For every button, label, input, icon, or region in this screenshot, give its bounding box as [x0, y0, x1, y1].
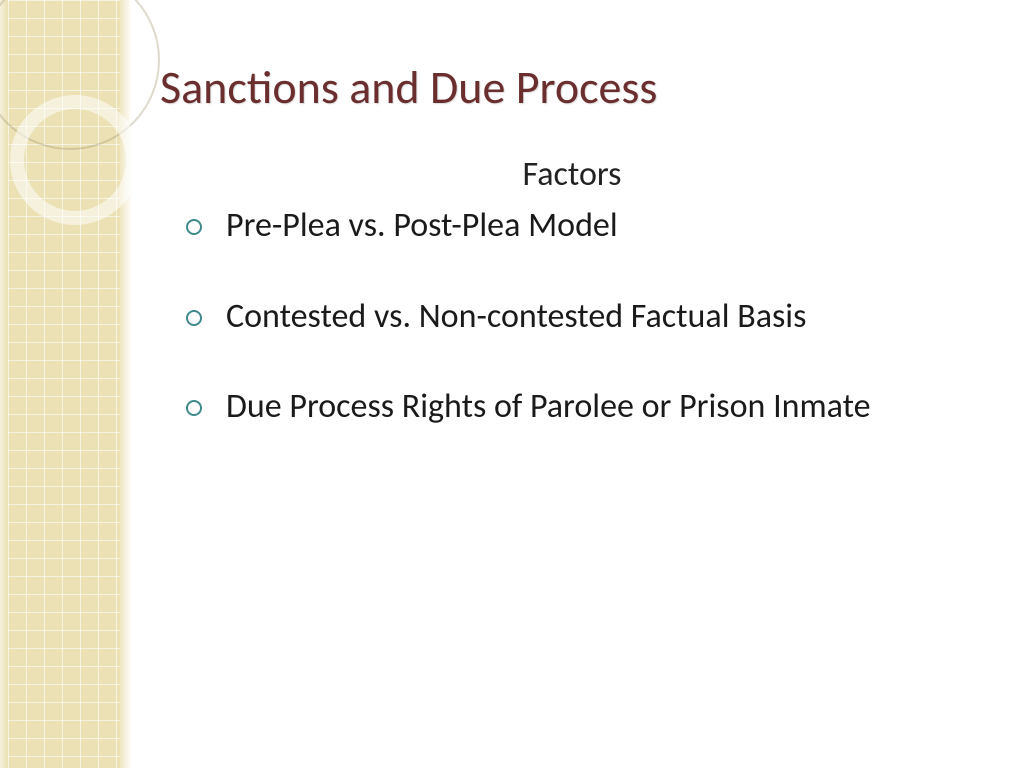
list-item: Contested vs. Non-contested Factual Basi… [180, 296, 984, 339]
decorative-ring-inner [10, 95, 140, 225]
list-item: Pre-Plea vs. Post-Plea Model [180, 205, 984, 248]
slide-subtitle: Factors [220, 154, 924, 195]
slide-content: Sanctions and Due Process Factors Pre-Pl… [160, 60, 984, 477]
slide-title: Sanctions and Due Process [160, 60, 984, 116]
list-item: Due Process Rights of Parolee or Prison … [180, 386, 984, 429]
bullet-list: Pre-Plea vs. Post-Plea Model Contested v… [180, 205, 984, 429]
decorative-sidebar [0, 0, 128, 768]
